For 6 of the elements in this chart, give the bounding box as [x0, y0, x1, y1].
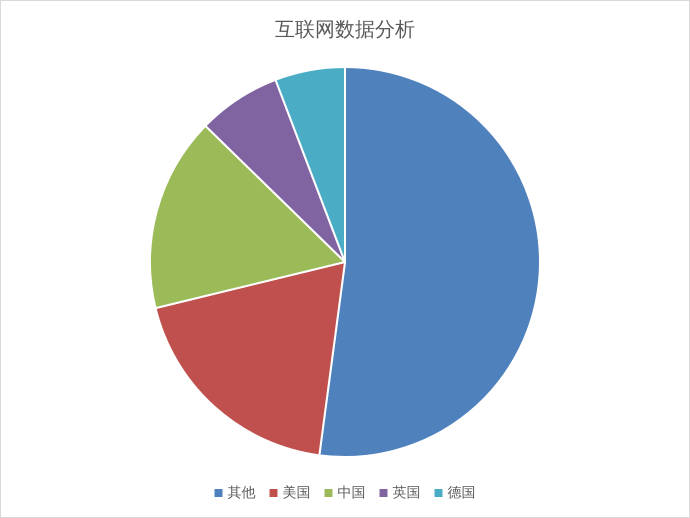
legend-label: 中国 [338, 485, 366, 501]
legend-label: 德国 [448, 485, 476, 501]
chart-title: 互联网数据分析 [275, 17, 415, 41]
legend-label: 英国 [392, 485, 420, 501]
legend-label: 美国 [282, 485, 310, 501]
legend-label: 其他 [228, 485, 256, 501]
